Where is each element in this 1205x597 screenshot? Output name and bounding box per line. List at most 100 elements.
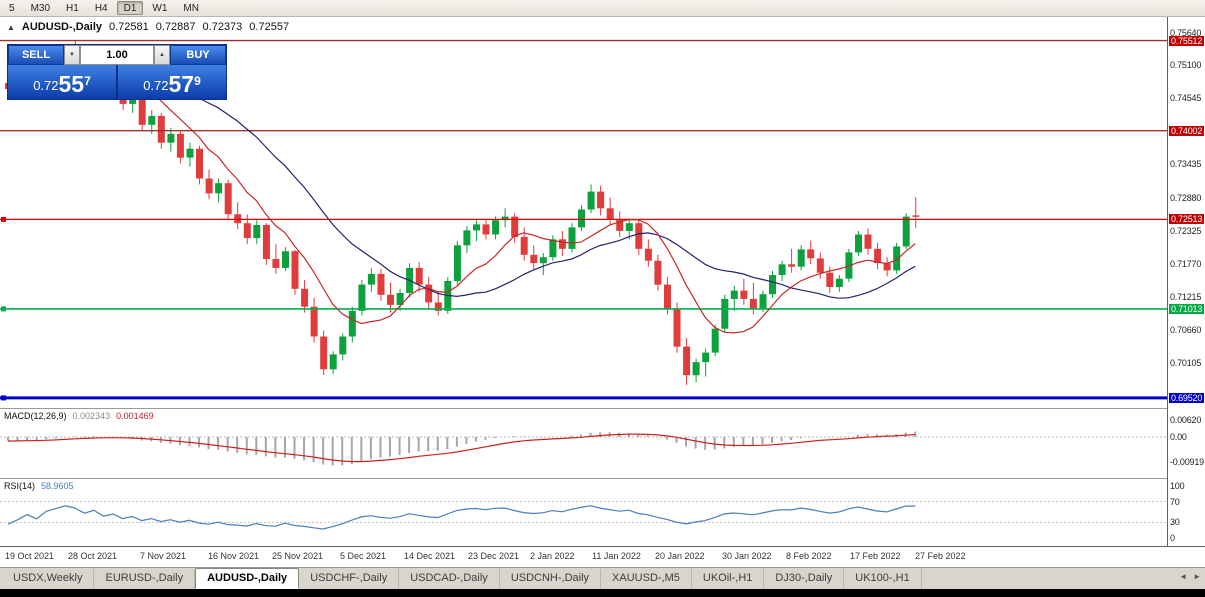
axis-label: 0 bbox=[1170, 533, 1175, 543]
axis-label: 0.74545 bbox=[1170, 93, 1202, 104]
price-tag: 0.72513 bbox=[1169, 214, 1205, 225]
axis-label: 0.72325 bbox=[1170, 225, 1202, 236]
sell-price-point: 7 bbox=[84, 74, 91, 88]
chart-tabs: USDX,Weekly EURUSD-,Daily AUDUSD-,Daily USD… bbox=[2, 568, 922, 589]
rsi-canvas[interactable] bbox=[0, 480, 1167, 546]
symbol-title: AUDUSD-,Daily bbox=[21, 21, 102, 33]
macd-value: 0.002343 bbox=[72, 411, 111, 421]
quote-high: 0.72887 bbox=[155, 21, 196, 33]
timeframe-button-m30[interactable]: M30 bbox=[30, 3, 51, 14]
volume-decrease-button[interactable]: ▼ bbox=[64, 45, 80, 65]
date-label: 17 Feb 2022 bbox=[850, 551, 901, 561]
quote-low: 0.72373 bbox=[202, 21, 243, 33]
tab-scroll-left-icon[interactable]: ◄ bbox=[1179, 572, 1188, 581]
macd-name: MACD(12,26,9) bbox=[4, 411, 67, 421]
price-tag: 0.74002 bbox=[1169, 125, 1205, 136]
date-label: 7 Nov 2021 bbox=[140, 551, 187, 561]
sell-price-pips: 55 bbox=[58, 71, 85, 97]
main-chart-canvas[interactable] bbox=[0, 17, 1167, 408]
rsi-panel[interactable]: RSI(14) 58.9605 bbox=[0, 480, 1167, 546]
time-axis-line bbox=[0, 546, 1205, 547]
rsi-value: 58.9605 bbox=[41, 481, 74, 491]
quote-open: 0.72581 bbox=[109, 21, 149, 33]
timeframe-button-w1[interactable]: W1 bbox=[152, 3, 168, 14]
one-click-trading-panel: SELL ▼ 1.00 ▲ BUY 0.72 55 7 0.72 57 9 bbox=[7, 44, 227, 100]
price-tag: 0.69520 bbox=[1169, 392, 1205, 403]
date-label: 11 Jan 2022 bbox=[592, 551, 641, 561]
rsi-name: RSI(14) bbox=[4, 481, 36, 491]
buy-button[interactable]: BUY bbox=[170, 45, 226, 65]
chart-tab-xauusd[interactable]: XAUUSD-,M5 bbox=[601, 569, 692, 589]
axis-label: 0.71770 bbox=[1170, 258, 1202, 269]
volume-field[interactable]: 1.00 bbox=[80, 45, 154, 65]
tab-scroll-arrows: ◄ ► bbox=[1179, 572, 1201, 581]
timeframe-toolbar: 5 M30 H1 H4 D1 W1 MN bbox=[0, 0, 1205, 17]
price-tag: 0.75512 bbox=[1169, 35, 1205, 46]
tick-up-icon: ▲ bbox=[7, 22, 15, 32]
rsi-panel-separator[interactable] bbox=[0, 478, 1205, 480]
price-tag: 0.71013 bbox=[1169, 303, 1205, 314]
date-axis[interactable]: 19 Oct 2021 28 Oct 2021 7 Nov 2021 16 Nov 2… bbox=[0, 549, 1205, 566]
timeframe-button-5[interactable]: 5 bbox=[9, 3, 15, 14]
axis-label: 0.73435 bbox=[1170, 159, 1202, 170]
buy-price-point: 9 bbox=[194, 74, 201, 88]
axis-label: 0.71215 bbox=[1170, 291, 1202, 302]
axis-label: -0.00919 bbox=[1170, 457, 1204, 468]
axis-label: 0.75100 bbox=[1170, 60, 1202, 71]
chart-tab-usdcnh[interactable]: USDCNH-,Daily bbox=[500, 569, 602, 589]
quote-row: ▲ AUDUSD-,Daily 0.72581 0.72887 0.72373 … bbox=[7, 21, 289, 33]
chart-tabbar: USDX,Weekly EURUSD-,Daily AUDUSD-,Daily USD… bbox=[0, 567, 1205, 589]
date-label: 14 Dec 2021 bbox=[404, 551, 456, 561]
date-label: 19 Oct 2021 bbox=[5, 551, 55, 561]
axis-label: 0.72880 bbox=[1170, 192, 1202, 203]
date-label: 20 Jan 2022 bbox=[655, 551, 705, 561]
buy-price-prefix: 0.72 bbox=[143, 78, 169, 93]
tab-scroll-right-icon[interactable]: ► bbox=[1193, 572, 1201, 581]
timeframe-button-h4[interactable]: H4 bbox=[94, 3, 108, 14]
sell-price-display[interactable]: 0.72 55 7 bbox=[8, 65, 116, 99]
chart-tab-usdx[interactable]: USDX,Weekly bbox=[2, 569, 95, 589]
macd-signal-value: 0.001469 bbox=[116, 411, 154, 421]
axis-label: 30 bbox=[1170, 517, 1180, 528]
date-label: 25 Nov 2021 bbox=[272, 551, 324, 561]
timeframe-button-d1[interactable]: D1 bbox=[116, 1, 144, 15]
chart-tab-dj30[interactable]: DJ30-,Daily bbox=[764, 569, 845, 589]
chart-tab-usdchf[interactable]: USDCHF-,Daily bbox=[299, 569, 400, 589]
date-label: 8 Feb 2022 bbox=[786, 551, 832, 561]
timeframe-button-mn[interactable]: MN bbox=[183, 3, 199, 14]
axis-label: 100 bbox=[1170, 481, 1185, 491]
macd-panel-separator[interactable] bbox=[0, 408, 1205, 410]
buy-price-display[interactable]: 0.72 57 9 bbox=[118, 65, 226, 99]
macd-canvas[interactable] bbox=[0, 410, 1167, 478]
macd-label: MACD(12,26,9) 0.002343 0.001469 bbox=[4, 411, 154, 421]
date-label: 5 Dec 2021 bbox=[340, 551, 387, 561]
quote-close: 0.72557 bbox=[249, 21, 290, 33]
chart-tab-audusd[interactable]: AUDUSD-,Daily bbox=[195, 568, 300, 589]
sell-button[interactable]: SELL bbox=[8, 45, 64, 65]
date-label: 30 Jan 2022 bbox=[722, 551, 772, 561]
price-axis[interactable]: 0.75640 0.75100 0.74545 0.73435 0.72880 0.723… bbox=[1167, 17, 1205, 546]
buy-price-pips: 57 bbox=[168, 71, 195, 97]
date-label: 28 Oct 2021 bbox=[68, 551, 118, 561]
axis-label: 0.70660 bbox=[1170, 324, 1202, 335]
date-label: 2 Jan 2022 bbox=[530, 551, 575, 561]
bottom-status-bar bbox=[0, 589, 1205, 597]
axis-label: 70 bbox=[1170, 496, 1180, 507]
volume-increase-button[interactable]: ▲ bbox=[154, 45, 170, 65]
timeframe-button-h1[interactable]: H1 bbox=[66, 3, 79, 14]
date-label: 27 Feb 2022 bbox=[915, 551, 966, 561]
axis-label: 0.00620 bbox=[1170, 414, 1202, 425]
date-label: 16 Nov 2021 bbox=[208, 551, 260, 561]
sell-price-prefix: 0.72 bbox=[33, 78, 59, 93]
date-label: 23 Dec 2021 bbox=[468, 551, 520, 561]
rsi-label: RSI(14) 58.9605 bbox=[4, 481, 74, 491]
macd-panel[interactable]: MACD(12,26,9) 0.002343 0.001469 bbox=[0, 410, 1167, 478]
axis-label: 0.00 bbox=[1170, 432, 1187, 442]
axis-label: 0.70105 bbox=[1170, 358, 1202, 369]
chart-tab-ukoil[interactable]: UKOil-,H1 bbox=[692, 569, 765, 589]
chart-tab-usdcad[interactable]: USDCAD-,Daily bbox=[399, 569, 500, 589]
chart-tab-uk100[interactable]: UK100-,H1 bbox=[844, 569, 922, 589]
axis-label: 0.75640 bbox=[1170, 27, 1202, 38]
chart-tab-eurusd[interactable]: EURUSD-,Daily bbox=[94, 569, 196, 589]
